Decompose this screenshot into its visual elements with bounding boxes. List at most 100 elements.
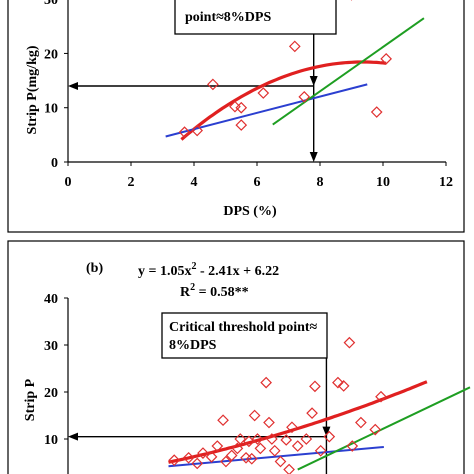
panel-b-fit-lines <box>168 380 471 471</box>
panel-b-equation-exp: 2 <box>191 261 196 272</box>
panel-a-tick-labels: 0 2 4 6 8 10 12 0 10 20 30 <box>44 0 453 190</box>
panel-b-linear-fit <box>168 445 384 468</box>
panel-a-x-tick-label: 12 <box>439 175 453 190</box>
panel-b-data-point <box>346 440 359 452</box>
panel-b-label: (b) <box>86 261 103 276</box>
panel-b-data-point <box>306 407 318 419</box>
panel-b: (b) y = 1.05x2 - 2.41x + 6.22 R2 = 0.58*… <box>7 240 471 474</box>
panel-b-data-point <box>369 423 382 436</box>
panel-b-data-point <box>225 449 238 462</box>
panel-a-threshold-lines <box>68 34 318 162</box>
panel-b-data-point <box>266 433 278 445</box>
panel-a-x-tick-label: 0 <box>65 175 72 190</box>
panel-b-annotation-line1: Critical threshold point≈ <box>169 320 318 335</box>
panel-a-quadratic-fit <box>180 60 387 141</box>
panel-b-data-point <box>268 444 281 457</box>
panel-a-x-tick-label: 8 <box>317 175 324 190</box>
panel-b-tick-labels: 10 20 30 40 <box>44 292 58 448</box>
panel-b-data-point <box>168 454 181 466</box>
panel-b-data-point <box>375 390 387 403</box>
panel-b-equation-main: y = 1.05x <box>138 264 191 279</box>
panel-a-data-point <box>257 87 270 99</box>
panel-b-data-point <box>343 336 356 349</box>
panel-b-data-point <box>300 433 313 445</box>
panel-a-x-axis-title: DPS (%) <box>223 204 277 219</box>
panel-b-y-tick-label: 20 <box>44 386 58 401</box>
panel-a-y-tick-label: 20 <box>44 47 58 62</box>
panel-b-data-point <box>182 451 195 464</box>
panel-a-arrowhead-bottom <box>309 152 318 162</box>
panel-b-r-squared: R2 = 0.58** <box>180 282 249 300</box>
panel-b-data-point <box>251 433 264 445</box>
panel-a-data-point <box>380 53 392 65</box>
panel-b-data-point <box>191 457 204 470</box>
panel-b-data-point <box>309 380 321 393</box>
panel-a-data-point <box>288 40 301 53</box>
panel-a-arrowhead-mid <box>309 76 318 86</box>
panel-b-data-point <box>205 451 218 463</box>
panel-b-data-point <box>260 376 272 389</box>
panel-a-arrowhead-left <box>68 82 78 90</box>
panel-b-data-point <box>231 442 244 455</box>
panel-b-annotation-line2: 8%DPS <box>169 338 217 353</box>
panel-b-arrowhead-mid <box>322 426 331 437</box>
panel-a-linear-fit <box>272 17 425 126</box>
panel-a-x-tick-label: 2 <box>128 175 135 190</box>
panel-b-data-point <box>248 409 261 422</box>
panel-b-data-point <box>211 440 224 452</box>
panel-b-r2-rest: = 0.58** <box>195 285 248 300</box>
panel-a-frame <box>7 0 465 233</box>
panel-b-data-point <box>314 444 327 457</box>
panel-a-x-tick-label: 10 <box>376 175 390 190</box>
panel-b-y-tick-label: 40 <box>44 292 58 307</box>
panel-b-arrowhead-left <box>68 432 78 441</box>
panel-b-r2-main: R <box>180 285 191 300</box>
panel-a: point≈8%DPS 0 2 4 6 8 10 12 0 10 20 30 DPS (%) Str… <box>7 0 465 233</box>
panel-b-points <box>168 336 387 474</box>
panel-b-data-point <box>337 380 350 392</box>
panel-b-y-tick-label: 30 <box>44 339 58 354</box>
panel-b-data-point <box>197 447 209 459</box>
panel-b-data-point <box>243 435 255 448</box>
panel-b-equation-rest: - 2.41x + 6.22 <box>196 264 279 279</box>
panel-b-equation: y = 1.05x2 - 2.41x + 6.22 <box>138 261 279 279</box>
panel-b-y-tick-label: 10 <box>44 433 58 448</box>
panel-b-data-point <box>323 430 336 443</box>
panel-a-y-tick-label: 0 <box>51 156 58 171</box>
panel-a-x-tick-label: 4 <box>191 175 198 190</box>
panel-a-y-axis-title: Strip P(mg/kg) <box>25 45 40 134</box>
panel-b-data-point <box>274 455 287 468</box>
panel-a-data-point <box>298 91 311 103</box>
panel-b-linear-fit <box>297 386 471 471</box>
panel-b-annotation-box <box>161 312 328 359</box>
panel-b-r2-exp: 2 <box>190 282 195 293</box>
panel-a-y-tick-label: 10 <box>44 102 58 117</box>
panel-a-annotation: point≈8%DPS <box>185 10 271 25</box>
panel-a-linear-fit <box>165 83 368 138</box>
panel-b-data-point <box>217 414 229 427</box>
panel-b-data-point <box>355 416 367 429</box>
panel-b-frame <box>7 240 465 474</box>
panel-b-data-point <box>286 421 298 434</box>
panel-b-data-point <box>263 416 275 429</box>
panel-a-points <box>178 0 392 138</box>
panel-b-y-axis-title: Strip P <box>23 378 38 421</box>
panel-a-annotation-box <box>174 0 337 35</box>
panel-a-axes <box>64 0 447 166</box>
panel-b-data-point <box>245 452 258 465</box>
panel-a-data-point <box>235 119 248 131</box>
panel-a-fit-lines <box>165 17 425 141</box>
panel-b-data-point <box>254 442 267 455</box>
panel-a-data-point <box>191 124 203 137</box>
panel-b-data-point <box>332 376 344 389</box>
panel-a-y-tick-label: 30 <box>44 0 58 8</box>
panel-a-data-point <box>235 101 248 114</box>
panel-b-data-point <box>220 455 232 468</box>
panel-a-data-point <box>178 126 191 138</box>
panel-b-data-point <box>291 440 304 452</box>
panel-b-data-point <box>234 433 247 445</box>
panel-a-data-point <box>370 106 383 118</box>
panel-b-axes <box>64 297 69 474</box>
panel-a-x-tick-label: 6 <box>254 175 261 190</box>
